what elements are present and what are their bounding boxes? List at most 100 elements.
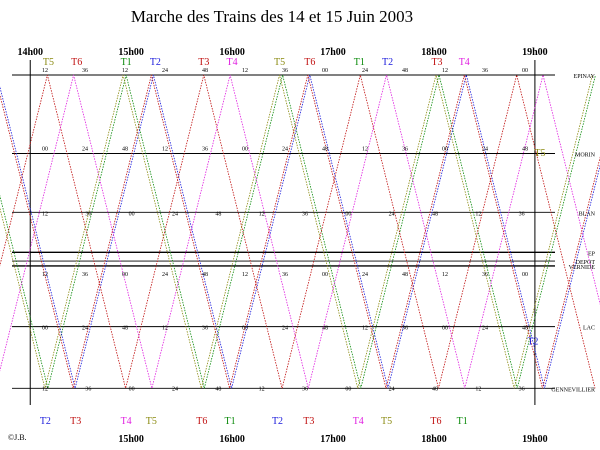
minute-mark: 12 [259,211,265,217]
train-line-t1 [0,74,596,389]
train-label-side: T5 [534,148,545,159]
minute-mark: 00 [122,272,128,278]
station-label-morin: MORIN [575,152,596,158]
station-label-epinay: EPINAY [574,74,596,80]
minute-mark: 00 [322,68,328,74]
minute-mark: 00 [522,68,528,74]
minute-mark: 24 [282,326,288,332]
time-tick-top: 18h00 [421,47,447,58]
minute-mark: 36 [482,272,488,278]
minute-mark: 48 [322,326,328,332]
train-label-bottom: T5 [146,416,157,427]
minute-mark: 00 [345,386,351,392]
minute-mark: 12 [242,272,248,278]
train-label-top: T1 [354,57,365,68]
train-label-top: T4 [459,57,470,68]
minute-mark: 00 [442,326,448,332]
minute-mark: 00 [129,211,135,217]
time-tick-top: 14h00 [17,47,43,58]
minute-mark: 12 [475,386,481,392]
minute-mark: 24 [172,386,178,392]
minute-mark: 24 [482,326,488,332]
minute-mark: 24 [362,272,368,278]
minute-mark: 48 [202,272,208,278]
train-line-t3 [0,74,596,389]
minute-mark: 36 [402,326,408,332]
minute-mark: 12 [475,211,481,217]
minute-mark: 24 [162,68,168,74]
train-line-t4 [0,74,600,389]
minute-mark: 48 [522,146,528,152]
train-label-top: T6 [304,57,315,68]
train-label-side: T2 [527,337,538,348]
time-tick-top: 16h00 [219,47,245,58]
station-label-ep: EP [588,251,596,257]
time-tick-top: 15h00 [118,47,144,58]
train-label-bottom: T5 [381,416,392,427]
minute-mark: 36 [482,68,488,74]
minute-mark: 48 [215,211,221,217]
minute-mark: 36 [85,211,91,217]
minute-mark: 12 [42,68,48,74]
minute-mark: 48 [402,68,408,74]
minute-mark: 12 [42,272,48,278]
train-label-bottom: T2 [40,416,51,427]
train-label-top: T3 [431,57,442,68]
minute-mark: 36 [302,211,308,217]
minute-mark: 48 [432,386,438,392]
minute-mark: 00 [442,146,448,152]
minute-mark: 36 [402,146,408,152]
train-label-bottom: T6 [430,416,441,427]
station-label-blan: BLAN [579,211,596,217]
time-tick-bottom: 18h00 [421,434,447,445]
minute-mark: 00 [522,272,528,278]
minute-mark: 24 [362,68,368,74]
train-label-bottom: T4 [353,416,364,427]
station-label-depot: DEPOT [576,260,596,266]
minute-mark: 00 [42,146,48,152]
copyright-mark: ©J.B. [8,433,27,442]
minute-mark: 00 [242,326,248,332]
train-label-bottom: T3 [70,416,81,427]
minute-mark: 12 [442,68,448,74]
train-line-t6 [0,74,600,389]
train-label-bottom: T2 [272,416,283,427]
minute-mark: 00 [322,272,328,278]
train-label-top: T2 [382,57,393,68]
minute-mark: 36 [82,272,88,278]
minute-mark: 12 [42,211,48,217]
minute-mark: 12 [162,326,168,332]
minute-mark: 24 [162,272,168,278]
minute-mark: 24 [389,211,395,217]
minute-mark: 12 [162,146,168,152]
minute-mark: 12 [259,386,265,392]
time-tick-bottom: 15h00 [118,434,144,445]
minute-mark: 48 [215,386,221,392]
minute-mark: 12 [442,272,448,278]
time-tick-bottom: 19h00 [522,434,548,445]
minute-mark: 48 [522,326,528,332]
minute-mark: 36 [85,386,91,392]
minute-mark: 36 [302,386,308,392]
train-label-top: T2 [150,57,161,68]
train-label-top: T1 [121,57,132,68]
train-line-t2 [0,74,600,389]
minute-mark: 24 [482,146,488,152]
train-lines-layer [0,74,600,389]
minute-mark: 48 [402,272,408,278]
train-label-bottom: T6 [196,416,207,427]
time-tick-bottom: 17h00 [320,434,346,445]
minute-mark: 36 [282,272,288,278]
minute-mark: 36 [202,326,208,332]
minute-mark: 36 [519,386,525,392]
minute-mark: 24 [82,326,88,332]
train-label-top: T5 [43,57,54,68]
minute-mark: 12 [42,386,48,392]
train-label-bottom: T1 [457,416,468,427]
station-label-gennevillier: GENNEVILLIER [551,387,595,393]
minute-mark: 36 [82,68,88,74]
minute-mark: 00 [242,146,248,152]
minute-mark: 12 [122,68,128,74]
